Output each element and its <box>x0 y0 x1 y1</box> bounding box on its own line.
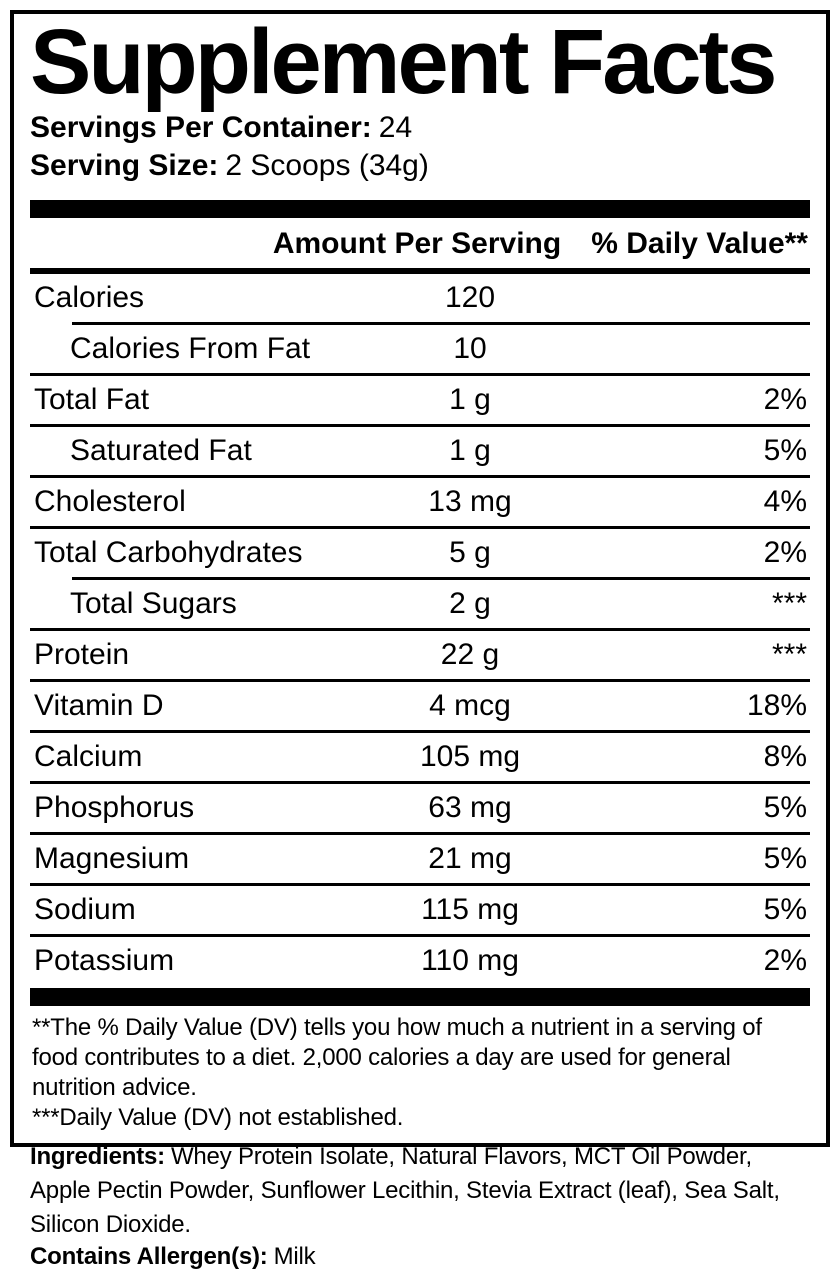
nutrient-row: Calories From Fat 10 <box>30 325 810 373</box>
servings-per-container-label: Servings Per Container: <box>30 110 372 144</box>
row-separator <box>30 678 810 682</box>
nutrient-amount: 2 g <box>449 586 491 620</box>
nutrient-name: Total Fat <box>34 382 150 416</box>
nutrient-row: Cholesterol 13 mg 4% <box>30 478 810 526</box>
nutrient-daily-value: 8% <box>763 739 807 773</box>
nutrient-amount: 5 g <box>449 535 491 569</box>
nutrient-row: Protein 22 g *** <box>30 631 810 679</box>
row-separator <box>30 729 810 733</box>
row-separator <box>30 423 810 427</box>
nutrient-name: Vitamin D <box>34 688 164 722</box>
nutrient-amount: 1 g <box>449 433 491 467</box>
nutrient-row: Calcium 105 mg 8% <box>30 733 810 781</box>
nutrient-daily-value: *** <box>771 586 807 620</box>
nutrient-row: Vitamin D 4 mcg 18% <box>30 682 810 730</box>
nutrient-amount: 22 g <box>440 637 500 671</box>
nutrient-name: Potassium <box>34 943 175 977</box>
nutrient-name: Total Sugars <box>70 586 237 620</box>
nutrient-name: Phosphorus <box>34 790 195 824</box>
servings-per-container-value: 24 <box>378 110 413 144</box>
nutrient-daily-value: 5% <box>763 790 807 824</box>
nutrient-amount: 63 mg <box>428 790 512 824</box>
allergens-value: Milk <box>273 1243 316 1269</box>
nutrient-amount: 4 mcg <box>429 688 511 722</box>
nutrient-row: Potassium 110 mg 2% <box>30 937 810 985</box>
nutrient-name: Calories From Fat <box>70 331 311 365</box>
row-separator <box>30 780 810 784</box>
nutrient-row: Magnesium 21 mg 5% <box>30 835 810 883</box>
nutrient-row: Sodium 115 mg 5% <box>30 886 810 934</box>
nutrient-name: Sodium <box>34 892 136 926</box>
row-separator <box>30 831 810 835</box>
ingredients-line: Ingredients: Whey Protein Isolate, Natura… <box>30 1140 812 1242</box>
row-separator <box>30 372 810 376</box>
row-separator <box>30 882 810 886</box>
nutrient-amount: 120 <box>444 280 496 314</box>
serving-size-value: 2 Scoops (34g) <box>225 148 429 182</box>
nutrient-daily-value: 5% <box>763 892 807 926</box>
row-separator <box>30 525 810 529</box>
nutrient-name: Magnesium <box>34 841 190 875</box>
supplement-facts-panel: Supplement Facts Servings Per Container:… <box>10 10 830 1147</box>
row-separator <box>30 474 810 478</box>
row-separator <box>30 627 810 631</box>
below-panel-section: Ingredients: Whey Protein Isolate, Natura… <box>30 1140 812 1269</box>
nutrient-daily-value: 4% <box>763 484 807 518</box>
row-separator <box>72 576 810 580</box>
thick-divider-top <box>30 199 810 218</box>
servings-per-container: Servings Per Container: 24 <box>30 109 810 147</box>
nutrient-row: Phosphorus 63 mg 5% <box>30 784 810 832</box>
ingredients-text: Whey Protein Isolate, Natural Flavors, M… <box>30 1143 780 1238</box>
nutrient-amount: 21 mg <box>428 841 512 875</box>
row-separator <box>72 321 810 325</box>
nutrient-daily-value: *** <box>771 637 807 671</box>
nutrient-amount: 115 mg <box>421 892 519 926</box>
serving-size: Serving Size: 2 Scoops (34g) <box>30 147 810 185</box>
row-separator <box>30 933 810 937</box>
nutrient-amount: 110 mg <box>421 943 519 977</box>
thick-divider-bottom <box>30 987 810 1006</box>
nutrient-name: Cholesterol <box>34 484 186 518</box>
nutrient-daily-value: 18% <box>746 688 807 722</box>
nutrient-name: Calcium <box>34 739 143 773</box>
column-header-amount: Amount Per Serving <box>272 226 562 260</box>
nutrient-rows: Calories 120 Calories From Fat 10 Total … <box>30 274 810 985</box>
table-header: Amount Per Serving % Daily Value** <box>30 218 810 268</box>
nutrient-name: Calories <box>34 280 145 314</box>
nutrient-amount: 1 g <box>449 382 491 416</box>
nutrient-amount: 10 <box>453 331 487 365</box>
nutrient-daily-value: 5% <box>763 841 807 875</box>
footnotes: **The % Daily Value (DV) tells you how m… <box>30 1006 810 1135</box>
nutrient-row: Saturated Fat 1 g 5% <box>30 427 810 475</box>
nutrient-row: Total Fat 1 g 2% <box>30 376 810 424</box>
nutrient-row: Total Carbohydrates 5 g 2% <box>30 529 810 577</box>
nutrient-amount: 13 mg <box>428 484 512 518</box>
nutrient-daily-value: 2% <box>763 943 807 977</box>
ingredients-label: Ingredients: <box>30 1143 165 1170</box>
nutrient-daily-value: 2% <box>763 382 807 416</box>
header-rule <box>30 267 810 274</box>
serving-size-label: Serving Size: <box>30 148 219 182</box>
column-header-daily-value: % Daily Value** <box>591 226 808 260</box>
nutrient-name: Protein <box>34 637 130 671</box>
footnote-dv-not-established: ***Daily Value (DV) not established. <box>32 1103 404 1131</box>
nutrient-daily-value: 2% <box>763 535 807 569</box>
allergens-line: Contains Allergen(s): Milk <box>30 1242 812 1269</box>
allergens-label: Contains Allergen(s): <box>30 1243 268 1269</box>
nutrient-amount: 105 mg <box>419 739 521 773</box>
footnote-daily-value: **The % Daily Value (DV) tells you how m… <box>32 1013 762 1101</box>
nutrient-daily-value: 5% <box>763 433 807 467</box>
nutrient-row: Total Sugars 2 g *** <box>30 580 810 628</box>
panel-title: Supplement Facts <box>30 11 777 113</box>
nutrient-name: Total Carbohydrates <box>34 535 303 569</box>
nutrient-row: Calories 120 <box>30 274 810 322</box>
nutrient-name: Saturated Fat <box>70 433 252 467</box>
